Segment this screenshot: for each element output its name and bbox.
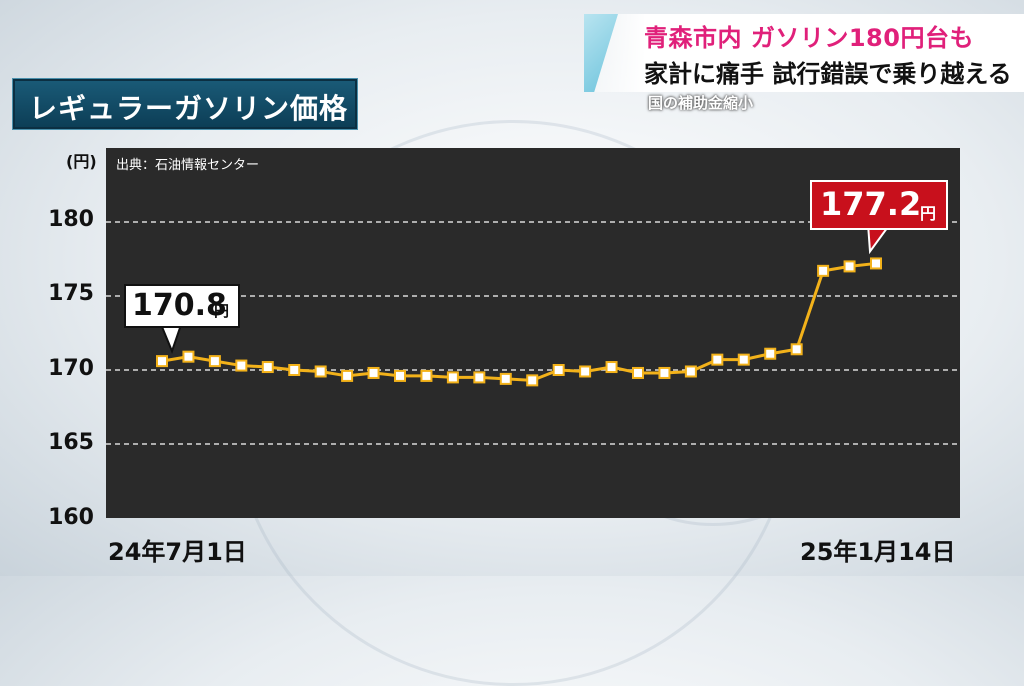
series-line bbox=[161, 261, 877, 382]
headline-line2: 家計に痛手 試行錯誤で乗り越える bbox=[644, 60, 1012, 88]
data-point bbox=[499, 372, 512, 385]
y-tick-label: 180 bbox=[48, 207, 94, 232]
chart-title-box: レギュラーガソリン価格 bbox=[12, 78, 358, 130]
data-point bbox=[764, 347, 777, 360]
data-point bbox=[156, 355, 168, 368]
source-label: 出典：石油情報センター bbox=[116, 158, 260, 173]
data-point bbox=[737, 353, 750, 366]
data-point bbox=[790, 343, 803, 356]
data-point bbox=[182, 350, 195, 363]
headline-subtitle: 国の補助金縮小 bbox=[648, 94, 754, 112]
data-point bbox=[526, 374, 539, 387]
data-point bbox=[261, 361, 274, 374]
end-value-callout: 177.2 円 bbox=[810, 180, 948, 230]
data-point bbox=[473, 371, 486, 384]
data-point bbox=[870, 257, 882, 270]
data-point bbox=[817, 264, 830, 277]
data-point bbox=[235, 359, 248, 372]
start-value: 170.8 bbox=[132, 288, 227, 323]
data-point bbox=[341, 369, 354, 382]
data-point bbox=[684, 365, 697, 378]
data-point bbox=[314, 365, 327, 378]
x-start-label: 24年7月1日 bbox=[108, 538, 247, 566]
y-tick-label: 175 bbox=[48, 281, 94, 306]
data-point bbox=[605, 361, 618, 374]
data-point bbox=[632, 366, 644, 379]
data-point bbox=[394, 369, 406, 382]
headline-panel: 青森市内 ガソリン180円台も 家計に痛手 試行錯誤で乗り越える bbox=[584, 14, 1024, 92]
y-tick-label: 160 bbox=[48, 505, 94, 530]
data-point bbox=[420, 369, 433, 382]
data-point bbox=[446, 371, 459, 384]
end-value: 177.2 bbox=[820, 185, 922, 223]
data-point bbox=[711, 353, 724, 366]
y-tick-label: 165 bbox=[48, 430, 94, 455]
y-unit-label: (円) bbox=[66, 152, 97, 171]
y-tick-label: 170 bbox=[48, 356, 94, 381]
chart-title: レギュラーガソリン価格 bbox=[29, 92, 349, 125]
data-point bbox=[658, 366, 671, 379]
data-point bbox=[288, 364, 301, 376]
start-unit: 円 bbox=[214, 302, 230, 320]
end-unit: 円 bbox=[920, 204, 937, 223]
data-point bbox=[367, 366, 380, 379]
data-point bbox=[579, 365, 592, 378]
data-point bbox=[208, 355, 221, 368]
data-point bbox=[552, 364, 565, 376]
start-value-callout: 170.8 円 bbox=[124, 284, 240, 328]
headline-line1: 青森市内 ガソリン180円台も bbox=[644, 24, 974, 52]
x-end-label: 25年1月14日 bbox=[800, 538, 956, 566]
data-point bbox=[843, 260, 856, 273]
